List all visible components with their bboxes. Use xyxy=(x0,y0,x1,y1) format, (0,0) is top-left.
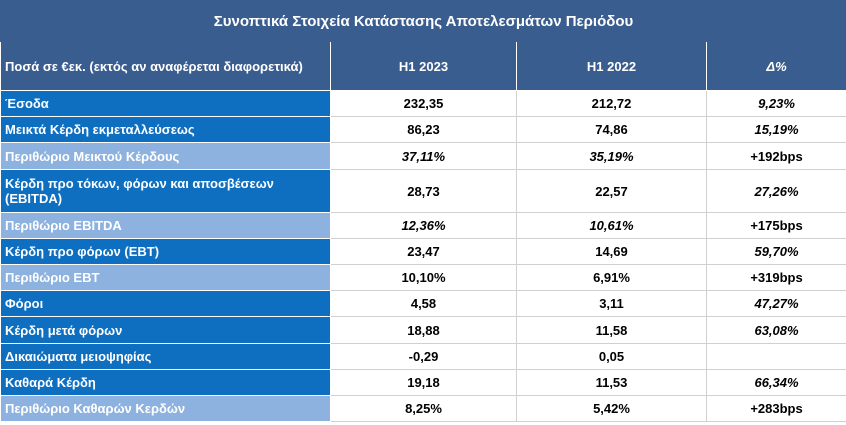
row-label: Έσοδα xyxy=(0,90,331,117)
value-h1-2023: 37,11% xyxy=(330,142,517,170)
value-h1-2022: 3,11 xyxy=(516,290,707,317)
row-label: Κέρδη προ φόρων (EBT) xyxy=(0,238,331,265)
value-h1-2023: 8,25% xyxy=(330,395,517,422)
table-body: Έσοδα 232,35 212,72 9,23% Μεικτά Κέρδη εκμετ… xyxy=(0,90,846,422)
row-label: Κέρδη προ τόκων, φόρων και αποσβέσεων (E… xyxy=(0,169,331,213)
table-row: Δικαιώματα μειοψηφίας -0,29 0,05 xyxy=(0,343,846,370)
value-h1-2023: 10,10% xyxy=(330,264,517,291)
row-label: Περιθώριο EBT xyxy=(0,264,331,291)
table-row: Περιθώριο EBITDA 12,36% 10,61% +175bps xyxy=(0,212,846,239)
table-row: Περιθώριο Καθαρών Κερδών 8,25% 5,42% +283bp… xyxy=(0,395,846,422)
value-h1-2023: 18,88 xyxy=(330,316,517,344)
table-row: Κέρδη προ τόκων, φόρων και αποσβέσεων (E… xyxy=(0,169,846,213)
value-delta: 47,27% xyxy=(705,290,846,317)
value-h1-2023: 23,47 xyxy=(330,238,517,265)
value-h1-2023: 28,73 xyxy=(330,169,517,213)
value-h1-2022: 10,61% xyxy=(516,212,707,239)
value-delta: 59,70% xyxy=(705,238,846,265)
value-h1-2022: 0,05 xyxy=(516,343,707,370)
header-h1-2022: H1 2022 xyxy=(516,41,707,91)
value-delta: 63,08% xyxy=(705,316,846,344)
value-h1-2023: 19,18 xyxy=(330,369,517,396)
table-row: Περιθώριο Μεικτού Κέρδους 37,11% 35,19% +19… xyxy=(0,142,846,170)
table-row: Μεικτά Κέρδη εκμεταλλεύσεως 86,23 74,86 15,… xyxy=(0,116,846,143)
value-h1-2022: 74,86 xyxy=(516,116,707,143)
value-delta: 15,19% xyxy=(705,116,846,143)
row-label: Δικαιώματα μειοψηφίας xyxy=(0,343,331,370)
value-h1-2023: 12,36% xyxy=(330,212,517,239)
row-label: Φόροι xyxy=(0,290,331,317)
table-row: Κέρδη μετά φόρων 18,88 11,58 63,08% xyxy=(0,316,846,344)
table-row: Κέρδη προ φόρων (EBT) 23,47 14,69 59,70% xyxy=(0,238,846,265)
value-delta: 9,23% xyxy=(705,90,846,117)
value-h1-2022: 6,91% xyxy=(516,264,707,291)
header-delta: Δ% xyxy=(705,41,846,91)
value-h1-2023: 4,58 xyxy=(330,290,517,317)
value-h1-2022: 5,42% xyxy=(516,395,707,422)
row-label: Καθαρά Κέρδη xyxy=(0,369,331,396)
table-row: Φόροι 4,58 3,11 47,27% xyxy=(0,290,846,317)
value-delta: +319bps xyxy=(705,264,846,291)
table-title: Συνοπτικά Στοιχεία Κατάστασης Αποτελεσμά… xyxy=(0,0,846,42)
table-row: Καθαρά Κέρδη 19,18 11,53 66,34% xyxy=(0,369,846,396)
row-label: Περιθώριο Καθαρών Κερδών xyxy=(0,395,331,422)
value-h1-2022: 35,19% xyxy=(516,142,707,170)
row-label: Μεικτά Κέρδη εκμεταλλεύσεως xyxy=(0,116,331,143)
value-delta: +175bps xyxy=(705,212,846,239)
value-h1-2023: 86,23 xyxy=(330,116,517,143)
value-delta xyxy=(705,343,846,370)
row-label: Κέρδη μετά φόρων xyxy=(0,316,331,344)
header-units-label: Ποσά σε €εκ. (εκτός αν αναφέρεται διαφορ… xyxy=(0,41,331,91)
value-h1-2023: -0,29 xyxy=(330,343,517,370)
value-h1-2022: 212,72 xyxy=(516,90,707,117)
value-h1-2023: 232,35 xyxy=(330,90,517,117)
row-label: Περιθώριο Μεικτού Κέρδους xyxy=(0,142,331,170)
table-row: Περιθώριο EBT 10,10% 6,91% +319bps xyxy=(0,264,846,291)
header-h1-2023: H1 2023 xyxy=(330,41,517,91)
value-delta: 66,34% xyxy=(705,369,846,396)
value-h1-2022: 14,69 xyxy=(516,238,707,265)
table-row: Έσοδα 232,35 212,72 9,23% xyxy=(0,90,846,117)
value-h1-2022: 22,57 xyxy=(516,169,707,213)
value-h1-2022: 11,53 xyxy=(516,369,707,396)
row-label: Περιθώριο EBITDA xyxy=(0,212,331,239)
value-h1-2022: 11,58 xyxy=(516,316,707,344)
value-delta: +192bps xyxy=(705,142,846,170)
value-delta: +283bps xyxy=(705,395,846,422)
value-delta: 27,26% xyxy=(705,169,846,213)
